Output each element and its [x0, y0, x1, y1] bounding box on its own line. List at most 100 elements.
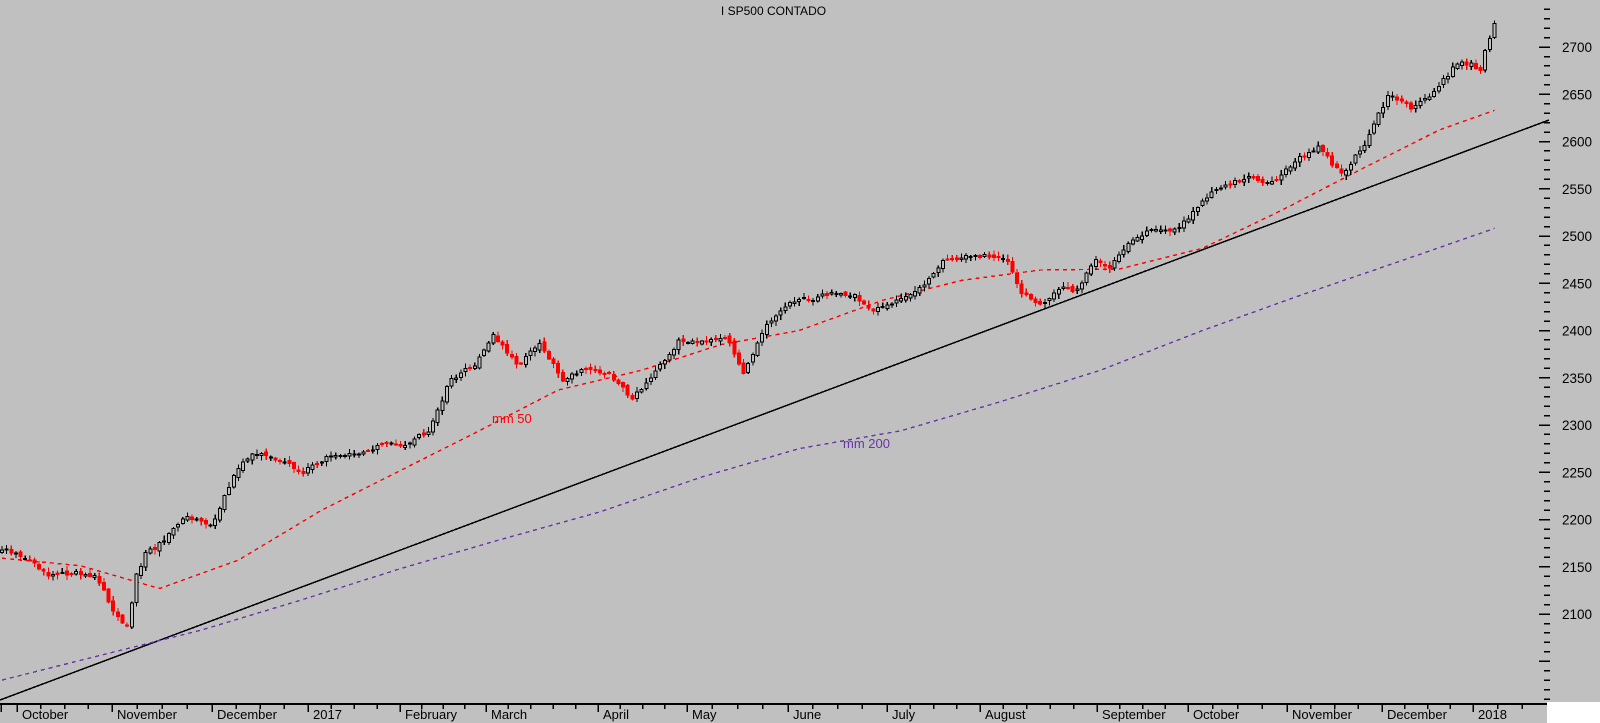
candle-body: [1140, 235, 1145, 240]
candle-body: [296, 469, 301, 472]
candle-body: [273, 457, 278, 461]
candle-body: [310, 464, 315, 470]
candle-body: [746, 363, 751, 374]
candle-body: [431, 420, 436, 433]
candle-body: [709, 339, 714, 343]
candle-body: [254, 453, 259, 456]
candle-body: [1260, 178, 1265, 183]
y-axis[interactable]: 2700 2650 2600 2550 2500 2450 2400 2350 2300 2250…: [1539, 8, 1592, 700]
candle-body: [1450, 66, 1455, 77]
candle-body: [241, 461, 245, 471]
candlestick-series[interactable]: [0, 20, 1497, 630]
candle-body: [115, 611, 120, 618]
candle-body: [653, 370, 658, 379]
candle-body: [866, 305, 871, 309]
x-axis[interactable]: October November December 2017 February March…: [0, 703, 1547, 722]
candle-body: [287, 460, 292, 464]
candle-body: [1353, 154, 1358, 164]
candle-body: [611, 374, 616, 381]
candle-body: [927, 278, 931, 285]
candle-body: [1279, 174, 1284, 181]
candle-body: [556, 362, 561, 374]
candle-body: [491, 333, 496, 344]
candle-body: [1311, 150, 1316, 153]
candle-body: [180, 518, 185, 525]
candle-body: [102, 581, 106, 591]
y-axis-label: 2600: [1562, 135, 1592, 150]
candle-body: [356, 453, 361, 456]
candle-body: [533, 347, 537, 352]
trend-line[interactable]: [0, 119, 1550, 701]
candle-body: [13, 552, 18, 555]
candle-body: [537, 343, 542, 351]
candle-body: [593, 369, 598, 372]
candle-body: [1200, 200, 1205, 206]
candle-body: [51, 574, 55, 577]
candle-body: [421, 432, 426, 436]
mm200-line[interactable]: [1, 227, 1495, 681]
y-axis-label: 2700: [1562, 40, 1592, 55]
candle-body: [338, 455, 343, 458]
candle-body: [635, 391, 639, 400]
candle-body: [931, 273, 936, 278]
candle-body: [1367, 133, 1372, 146]
candle-body: [1404, 101, 1409, 104]
candle-body: [305, 467, 310, 474]
candle-body: [1492, 23, 1497, 39]
candle-body: [1283, 168, 1288, 176]
candle-body: [125, 624, 130, 627]
candle-body: [111, 600, 116, 612]
chart-title: I SP500 CONTADO: [720, 4, 827, 18]
candle-body: [639, 389, 644, 393]
axis-corner: [1547, 702, 1600, 723]
candle-body: [190, 516, 194, 521]
candle-body: [871, 308, 876, 312]
candle-body: [880, 306, 885, 309]
candle-body: [1325, 151, 1330, 157]
candle-body: [1246, 175, 1251, 179]
candle-body: [713, 338, 718, 341]
candle-body: [1001, 257, 1006, 260]
x-axis-label: December: [217, 707, 278, 722]
candle-body: [764, 324, 769, 335]
candle-body: [1288, 166, 1293, 172]
candle-body: [120, 614, 125, 624]
candle-body: [704, 340, 709, 343]
candle-body: [1436, 86, 1441, 92]
candle-body: [1103, 263, 1108, 267]
x-axis-label: October: [22, 707, 69, 722]
candle-body: [602, 372, 607, 375]
candle-body: [565, 378, 570, 383]
candle-body: [245, 458, 250, 462]
candle-body: [1154, 229, 1159, 232]
candle-body: [903, 295, 908, 301]
candle-body: [1149, 229, 1154, 232]
y-axis-label: 2400: [1562, 324, 1592, 339]
candle-body: [723, 336, 728, 339]
candle-body: [551, 358, 556, 365]
candle-body: [1177, 226, 1182, 229]
candle-body: [1089, 265, 1094, 275]
candle-body: [319, 461, 324, 464]
candle-body: [1385, 95, 1390, 107]
candle-body: [352, 453, 357, 456]
candle-body: [1339, 168, 1344, 174]
candle-body: [1265, 182, 1270, 185]
candle-body: [1186, 218, 1191, 223]
candle-body: [885, 304, 890, 309]
candle-body: [46, 571, 51, 577]
candle-body: [403, 444, 408, 449]
candle-body: [686, 342, 690, 345]
candle-body: [848, 295, 853, 298]
candle-body: [1163, 229, 1168, 232]
candle-body: [741, 362, 746, 374]
candle-body: [236, 468, 241, 479]
candle-body: [625, 385, 630, 396]
candle-body: [1473, 62, 1478, 70]
candle-body: [945, 258, 950, 261]
candle-body: [1422, 97, 1427, 101]
candle-body: [361, 451, 366, 455]
candle-body: [584, 368, 588, 370]
candle-body: [1483, 50, 1488, 71]
